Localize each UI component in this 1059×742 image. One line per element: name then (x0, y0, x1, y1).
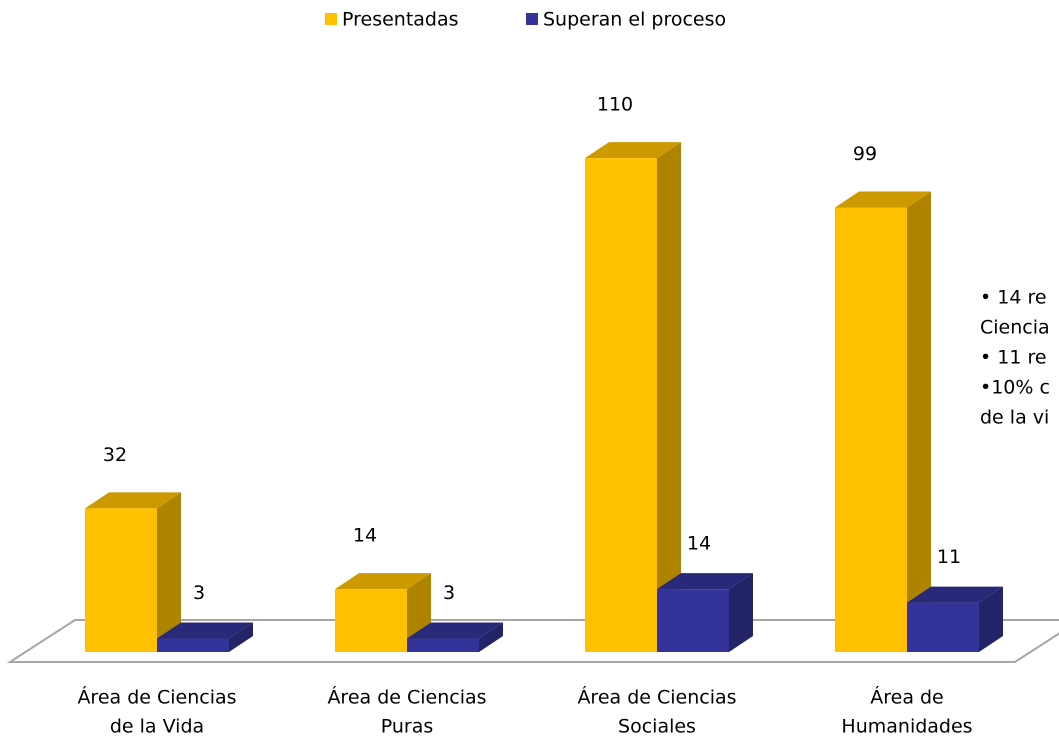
data-label: 14 (687, 533, 711, 555)
bar-face (979, 586, 1003, 652)
bar-face (157, 638, 229, 652)
x-tick-label: Área de Ciencias (327, 686, 486, 709)
annotation: • 11 re (980, 347, 1047, 369)
annotation: de la vi (980, 407, 1049, 429)
legend-label: Presentadas (342, 9, 459, 31)
data-label: 11 (937, 546, 961, 568)
bar-face (157, 622, 253, 639)
bar-face (407, 638, 479, 652)
bar-face (657, 573, 753, 590)
bar-face (907, 586, 1003, 603)
bar-face (657, 142, 681, 652)
bar-face (585, 158, 657, 652)
data-label: 3 (443, 582, 455, 604)
bar-face (835, 191, 931, 208)
bar-face (157, 492, 181, 652)
bar (157, 622, 253, 652)
x-tick-label: Sociales (618, 716, 696, 738)
x-tick-label: Área de Ciencias (577, 686, 736, 709)
bar-face (907, 602, 979, 652)
legend-swatch (526, 13, 538, 25)
x-tick-label: de la Vida (110, 716, 204, 738)
floor (6, 619, 1059, 663)
x-tick-label: Puras (381, 716, 434, 738)
data-label: 32 (103, 444, 127, 466)
bar (85, 492, 181, 652)
annotation: Ciencia (980, 317, 1050, 339)
x-tick-label: Área de Ciencias (77, 686, 236, 709)
bar-face (729, 573, 753, 652)
bar-face (835, 207, 907, 653)
bar (907, 586, 1003, 652)
x-tick-label: Humanidades (841, 716, 972, 738)
bar-face (229, 622, 253, 652)
bar-face (335, 573, 431, 590)
bar (657, 573, 753, 652)
data-label: 3 (193, 582, 205, 604)
legend-swatch (325, 13, 337, 25)
bar (835, 191, 931, 653)
bar-face (85, 508, 157, 652)
bar-face (657, 589, 729, 652)
bar-face (407, 622, 503, 639)
bar-face (907, 191, 931, 653)
annotation: • 14 re (980, 287, 1047, 309)
x-tick-label: Área de (870, 686, 944, 709)
bar (585, 142, 681, 652)
bar-face (85, 492, 181, 509)
data-label: 14 (353, 525, 377, 547)
annotation: •10% c (980, 377, 1050, 399)
data-label: 99 (853, 143, 877, 165)
data-label: 110 (597, 94, 633, 116)
bar (335, 573, 431, 652)
bar (407, 622, 503, 652)
bar-face (585, 142, 681, 159)
bar-face (479, 622, 503, 652)
legend-label: Superan el proceso (543, 9, 726, 31)
bar-face (335, 589, 407, 652)
